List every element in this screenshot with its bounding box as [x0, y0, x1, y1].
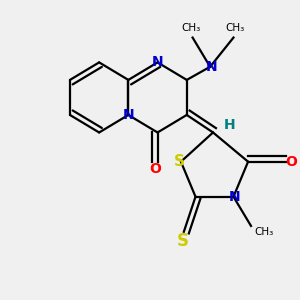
Text: N: N: [229, 190, 241, 204]
Text: N: N: [122, 108, 134, 122]
Text: N: N: [206, 60, 218, 74]
Text: O: O: [285, 155, 297, 169]
Text: N: N: [152, 55, 164, 69]
Text: CH₃: CH₃: [182, 23, 201, 33]
Text: CH₃: CH₃: [225, 23, 244, 33]
Text: S: S: [176, 232, 188, 250]
Text: S: S: [174, 154, 185, 169]
Text: O: O: [149, 162, 161, 176]
Text: H: H: [223, 118, 235, 132]
Text: CH₃: CH₃: [254, 227, 274, 237]
